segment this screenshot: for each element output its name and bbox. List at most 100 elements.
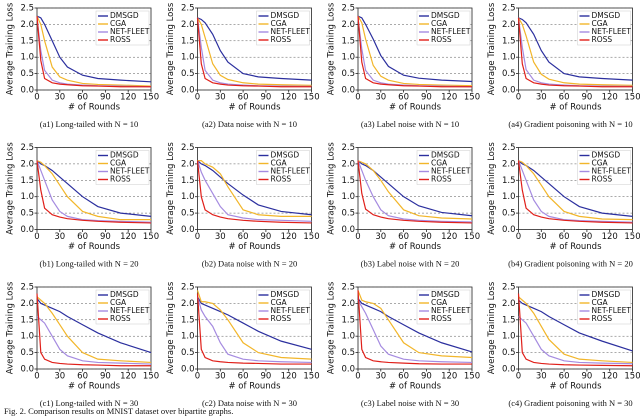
y-axis-label: Average Training Loss — [166, 142, 176, 235]
legend-label: ROSS — [271, 35, 292, 44]
legend-label: CGA — [431, 159, 448, 168]
y-tick-label: 0.0 — [181, 365, 195, 375]
y-tick-label: 2.5 — [341, 143, 355, 153]
y-tick-label: 1.5 — [20, 36, 34, 46]
x-tick-label: 60 — [77, 232, 88, 242]
x-tick-label: 30 — [536, 372, 547, 382]
x-tick-label: 150 — [624, 372, 640, 382]
series-line — [36, 160, 152, 217]
legend-label: DMSGD — [431, 11, 460, 20]
legend-label: ROSS — [431, 35, 452, 44]
x-tick-label: 120 — [281, 93, 297, 103]
y-axis-label: Average Training Loss — [327, 2, 337, 95]
y-tick-label: 0.5 — [341, 69, 355, 79]
subplot: 0.0 0.5 1.0 1.5 2.0 2.5 0 30 60 90 120 150 # of Roun… — [6, 281, 160, 408]
legend-label: NET-FLEET — [431, 167, 471, 176]
y-tick-label: 0.5 — [341, 209, 355, 219]
y-tick-label: 0.0 — [341, 365, 355, 375]
y-tick-label: 2.5 — [20, 283, 34, 293]
x-tick-label: 60 — [238, 372, 249, 382]
legend-label: ROSS — [110, 314, 131, 323]
y-axis-label: Average Training Loss — [166, 281, 176, 374]
y-tick-label: 0.0 — [181, 225, 195, 235]
subplot: 0.0 0.5 1.0 1.5 2.0 2.5 0 30 60 90 120 150 # of Roun… — [327, 281, 481, 408]
y-tick-label: 1.5 — [502, 315, 516, 325]
subplot: 0.0 0.5 1.0 1.5 2.0 2.5 0 30 60 90 120 150 # of Roun… — [327, 2, 481, 129]
y-tick-label: 1.0 — [20, 192, 34, 202]
subplot: 0.0 0.5 1.0 1.5 2.0 2.5 0 30 60 90 120 150 # of Roun… — [327, 142, 481, 269]
y-tick-label: 1.0 — [181, 332, 195, 342]
legend-label: ROSS — [592, 35, 613, 44]
y-tick-label: 1.5 — [181, 176, 195, 186]
y-tick-label: 0.0 — [341, 225, 355, 235]
subplot-caption: (a3) Label noise with N = 10 — [361, 119, 459, 129]
x-tick-label: 120 — [602, 93, 618, 103]
subplot-caption: (a4) Gradient poisoning with N = 10 — [508, 119, 632, 129]
series-line — [36, 16, 151, 88]
series-line — [518, 299, 633, 352]
x-tick-label: 90 — [100, 232, 111, 242]
x-tick-label: 0 — [516, 232, 521, 242]
subplot-caption: (b2) Data noise with N = 20 — [202, 258, 297, 268]
x-tick-label: 30 — [215, 372, 226, 382]
subplot: 0.0 0.5 1.0 1.5 2.0 2.5 0 30 60 90 120 150 # of Roun… — [166, 2, 320, 129]
y-tick-label: 0.0 — [341, 86, 355, 96]
x-tick-label: 30 — [375, 93, 386, 103]
x-axis-label: # of Rounds — [549, 103, 602, 113]
x-tick-label: 120 — [441, 372, 457, 382]
series-line — [196, 17, 312, 87]
subplot: 0.0 0.5 1.0 1.5 2.0 2.5 0 30 60 90 120 150 # of Roun… — [166, 142, 320, 269]
x-tick-label: 120 — [120, 232, 136, 242]
x-tick-label: 0 — [195, 372, 200, 382]
x-tick-label: 30 — [375, 232, 386, 242]
x-tick-label: 60 — [559, 93, 570, 103]
x-tick-label: 0 — [195, 232, 200, 242]
x-tick-label: 60 — [238, 232, 249, 242]
series-line — [36, 160, 152, 223]
series-line — [196, 296, 312, 350]
x-tick-label: 0 — [195, 93, 200, 103]
series-line — [357, 299, 473, 364]
legend-label: ROSS — [592, 175, 613, 184]
legend-label: NET-FLEET — [271, 306, 311, 315]
x-tick-label: 30 — [54, 232, 65, 242]
x-tick-label: 0 — [516, 93, 521, 103]
y-tick-label: 2.5 — [502, 283, 516, 293]
series-line — [357, 15, 473, 87]
x-tick-label: 90 — [100, 93, 111, 103]
subplot: 0.0 0.5 1.0 1.5 2.0 2.5 0 30 60 90 120 150 # of Roun… — [487, 281, 640, 408]
x-tick-label: 120 — [441, 232, 457, 242]
x-tick-label: 60 — [559, 232, 570, 242]
legend-label: DMSGD — [271, 290, 300, 299]
y-axis-label: Average Training Loss — [487, 142, 497, 235]
y-tick-label: 0.0 — [502, 365, 516, 375]
figure-caption: Fig. 2. Comparison results on MNIST data… — [4, 406, 233, 416]
y-axis-label: Average Training Loss — [6, 2, 16, 95]
y-tick-label: 1.0 — [341, 192, 355, 202]
x-tick-label: 90 — [421, 372, 432, 382]
legend-label: ROSS — [110, 35, 131, 44]
legend-label: NET-FLEET — [110, 167, 150, 176]
legend-label: CGA — [592, 159, 609, 168]
y-tick-label: 0.0 — [502, 86, 516, 96]
x-axis-label: # of Rounds — [228, 242, 281, 252]
legend-label: CGA — [431, 19, 448, 28]
x-axis-label: # of Rounds — [68, 382, 121, 392]
y-tick-label: 2.0 — [20, 20, 34, 30]
y-tick-label: 2.0 — [181, 299, 195, 309]
subplot-caption: (b1) Long-tailed with N = 20 — [40, 258, 139, 268]
x-tick-label: 0 — [516, 372, 521, 382]
x-tick-label: 90 — [581, 372, 592, 382]
series-line — [518, 160, 633, 217]
subplot-caption: (c1) Long-tailed with N = 30 — [40, 398, 139, 408]
series-line — [357, 160, 473, 217]
y-tick-label: 1.0 — [20, 53, 34, 63]
y-tick-label: 1.0 — [502, 192, 516, 202]
x-tick-label: 120 — [281, 372, 297, 382]
y-tick-label: 0.5 — [20, 69, 34, 79]
y-axis-label: Average Training Loss — [327, 142, 337, 235]
y-tick-label: 2.0 — [341, 299, 355, 309]
x-axis-label: # of Rounds — [549, 382, 602, 392]
subplot-caption: (a2) Data noise with N = 10 — [202, 119, 297, 129]
y-tick-label: 1.0 — [341, 53, 355, 63]
